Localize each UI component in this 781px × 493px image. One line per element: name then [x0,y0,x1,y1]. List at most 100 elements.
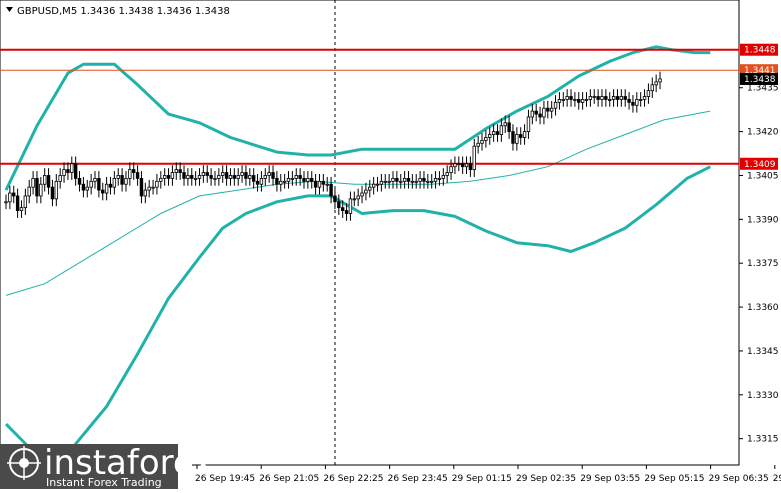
candle-body [573,99,577,101]
candle-body [356,195,360,200]
candle-body [642,96,647,100]
candle-body [290,177,295,180]
x-tick-label: 26 Sep 19:45 [195,474,255,484]
candle-body [344,210,349,214]
candle-body [348,198,353,214]
candle-body [162,175,167,179]
bollinger-upper-band [4,45,711,191]
candle-body [519,134,523,138]
level-tag-1.3448 [740,43,778,56]
candle-body [604,96,608,100]
y-tick-label: 1.3420 [747,128,779,138]
level-tag-1.3409 [740,157,778,170]
candle-body [267,172,271,176]
candle-body [317,180,322,188]
candle-body [534,110,538,115]
candle-body [143,189,148,197]
candle-body [8,192,12,203]
candle-body [170,172,175,179]
candle-body [635,99,639,106]
candle-body [116,175,120,179]
candle-body [244,172,248,179]
candle-body [197,175,202,179]
candle-body [132,169,136,173]
candle-body [650,84,654,92]
candle-body [147,186,151,191]
candle-body [549,107,554,112]
candle-body [488,134,492,138]
watermark-panel [0,444,178,489]
candle-body [414,180,418,183]
x-tick-label: 26 Sep 21:05 [259,474,319,484]
candle-body [286,177,291,182]
candle-body [402,177,407,182]
candle-body [491,131,496,135]
candle-body [31,177,35,188]
indicators [4,45,711,455]
candle-body [205,172,209,176]
candle-body [580,99,585,103]
candle-body [457,163,461,166]
candle-body [631,101,635,106]
horizontal-levels[interactable]: 1.3448 1.3441 1.3409 1.3438 [0,43,778,170]
candle-body [174,169,178,173]
candles [4,71,662,221]
candle-body [553,101,558,109]
candle-body [410,180,415,183]
candle-body [27,186,31,197]
candle-body [337,201,341,209]
x-tick-label: 29 Sep 01:15 [452,474,512,484]
candle-body [190,175,194,179]
y-tick-label: 1.3315 [747,435,779,445]
candle-body [70,163,74,173]
candle-body [468,163,473,171]
candle-body [35,177,39,197]
instaforex-logo-icon [7,446,41,480]
candle-body [221,172,225,176]
candle-body [151,186,155,189]
candle-body [12,192,16,197]
candle-body [263,175,267,179]
candle-body [387,180,391,183]
watermark-tagline: Instant Forex Trading [46,476,162,489]
candle-body [101,189,105,194]
candle-body [658,78,662,83]
candle-body [271,172,275,179]
price-axis: 1.3435 1.3420 1.3405 1.3390 1.3375 1.3360 1.33… [739,84,779,445]
candle-body [236,175,240,179]
candle-body [120,175,124,185]
candle-body [139,177,144,197]
candle-body [340,207,345,211]
bollinger-lower-band [4,165,711,455]
candle-body [302,177,306,182]
candle-body [155,180,159,188]
candle-body [619,96,624,100]
candle-body [193,177,198,180]
candle-body [217,175,221,179]
candle-body [484,137,488,141]
y-tick-label: 1.3330 [747,391,779,401]
candle-body [391,177,395,182]
candle-body [577,99,581,103]
candle-body [19,207,24,211]
candle-body [108,183,113,188]
candle-body [495,131,500,135]
candle-body [453,163,457,168]
candle-body [437,177,442,180]
candle-body [480,139,484,144]
candle-body [592,96,596,98]
candle-body [279,180,283,185]
candle-body [282,180,287,183]
candle-body [472,145,476,171]
candle-body [77,177,82,185]
y-tick-label: 1.3405 [747,171,779,181]
current-price-label: 1.3438 [744,75,776,85]
candle-body [104,183,109,194]
candle-body [112,177,117,188]
level-label: 1.3441 [744,66,776,76]
x-tick-label: 29 Sep 07:55 [773,474,781,484]
symbol-dropdown-icon[interactable] [6,7,13,12]
candle-body [569,96,573,100]
